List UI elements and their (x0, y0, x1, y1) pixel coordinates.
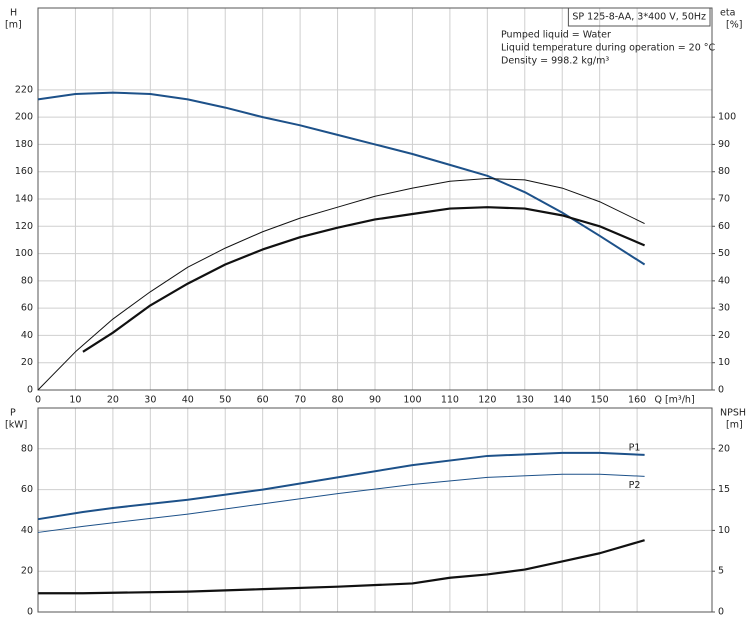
annotation: Pumped liquid = Water (501, 30, 611, 41)
series-line (37, 473, 645, 533)
x-tick-label: 80 (332, 395, 344, 406)
y-tick-label: 40 (21, 525, 33, 536)
y-tick-label: 60 (21, 484, 33, 495)
y-tick-label: 0 (27, 607, 33, 618)
y-tick-label: 220 (15, 84, 33, 95)
y-tick-label: 60 (21, 303, 33, 314)
y-tick-label: 100 (15, 248, 33, 259)
y-tick-label: 140 (15, 194, 33, 205)
y2-tick-label: 60 (718, 221, 730, 232)
x-tick-label: 50 (219, 395, 231, 406)
y-tick-label: 120 (15, 221, 33, 232)
y-axis-unit: [m] (5, 20, 22, 31)
x-tick-label: 40 (182, 395, 194, 406)
x-tick-label: 160 (628, 395, 646, 406)
y2-tick-label: 0 (718, 607, 724, 618)
y2-tick-label: 90 (718, 139, 730, 150)
y2-tick-label: 80 (718, 166, 730, 177)
chart-title: SP 125-8-AA, 3*400 V, 50Hz (572, 12, 706, 23)
series-line (38, 539, 645, 595)
y2-tick-label: 50 (718, 248, 730, 259)
y2-tick-label: 15 (718, 484, 730, 495)
annotation: Liquid temperature during operation = 20… (501, 43, 716, 54)
x-tick-label: 140 (553, 395, 571, 406)
series-line (82, 206, 646, 353)
y-tick-label: 20 (21, 357, 33, 368)
plot-frame (37, 407, 713, 613)
y-tick-label: 40 (21, 330, 33, 341)
y-tick-label: 0 (27, 385, 33, 396)
y2-tick-label: 20 (718, 443, 730, 454)
y-tick-label: 20 (21, 566, 33, 577)
y-tick-label: 80 (21, 275, 33, 286)
x-tick-label: 10 (69, 395, 81, 406)
y2-tick-label: 100 (718, 112, 736, 123)
series-line (37, 178, 645, 391)
x-tick-label: 130 (516, 395, 534, 406)
x-axis-label: Q [m³/h] (654, 395, 694, 406)
annotation: Density = 998.2 kg/m³ (501, 56, 609, 67)
y2-tick-label: 30 (718, 303, 730, 314)
y2-tick-label: 0 (718, 385, 724, 396)
x-tick-label: 90 (369, 395, 381, 406)
y2-axis-label: eta (720, 8, 735, 19)
x-tick-label: 30 (144, 395, 156, 406)
x-tick-label: 20 (107, 395, 119, 406)
series-line (37, 451, 645, 521)
y2-axis-unit: [m] (726, 420, 743, 431)
x-tick-label: 120 (478, 395, 496, 406)
y2-tick-label: 70 (718, 194, 730, 205)
y2-tick-label: 10 (718, 357, 730, 368)
y2-axis-unit: [%] (726, 20, 742, 31)
y2-tick-label: 20 (718, 330, 730, 341)
y2-axis-label: NPSH (720, 408, 746, 419)
x-tick-label: 100 (403, 395, 421, 406)
y-axis-unit: [kW] (5, 420, 27, 431)
x-tick-label: 60 (257, 395, 269, 406)
y-tick-label: 160 (15, 166, 33, 177)
x-tick-label: 0 (35, 395, 41, 406)
y-tick-label: 180 (15, 139, 33, 150)
series-label: P2 (629, 480, 641, 491)
title-box (567, 7, 711, 27)
y2-tick-label: 40 (718, 275, 730, 286)
series-line (37, 91, 646, 266)
y-tick-label: 80 (21, 443, 33, 454)
y-tick-label: 200 (15, 112, 33, 123)
y-axis-label: H (10, 8, 17, 19)
y2-tick-label: 10 (718, 525, 730, 536)
y-axis-label: P (10, 408, 16, 419)
x-tick-label: 150 (591, 395, 609, 406)
x-tick-label: 70 (294, 395, 306, 406)
plot-frame (37, 7, 713, 391)
x-tick-label: 110 (441, 395, 459, 406)
y2-tick-label: 5 (718, 566, 724, 577)
series-label: P1 (629, 442, 641, 453)
